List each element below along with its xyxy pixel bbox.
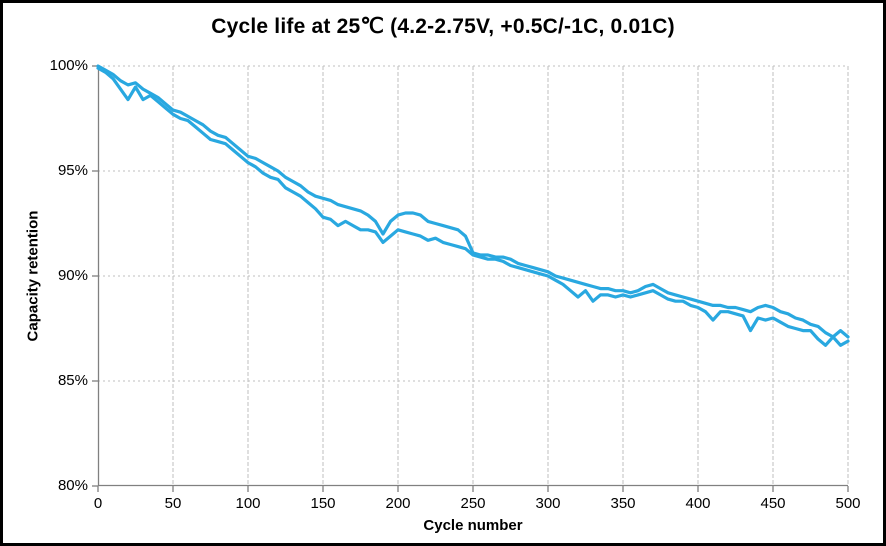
x-tick-label: 250 [460, 495, 486, 512]
x-tick-label: 500 [835, 495, 861, 512]
x-tick-label: 300 [535, 495, 561, 512]
y-tick-label: 100% [49, 57, 88, 74]
x-tick-label: 0 [93, 495, 103, 512]
chart-title: Cycle life at 25℃ (4.2-2.75V, +0.5C/-1C,… [211, 15, 675, 38]
y-tick-label: 85% [57, 372, 88, 389]
y-tick-label: 90% [57, 267, 88, 284]
plot-svg [92, 64, 850, 492]
x-tick-label: 100 [235, 495, 261, 512]
series-line-1 [96, 64, 850, 339]
x-tick-label: 50 [164, 495, 182, 512]
x-axis-title: Cycle number [423, 517, 523, 534]
y-tick-label: 80% [57, 477, 88, 494]
x-tick-label: 450 [760, 495, 786, 512]
x-tick-label: 400 [685, 495, 711, 512]
x-tick-label: 150 [310, 495, 336, 512]
plot-area [92, 64, 850, 492]
x-tick-label: 200 [385, 495, 411, 512]
series-line-2 [96, 66, 850, 347]
x-tick-label: 350 [610, 495, 636, 512]
y-tick-label: 95% [57, 162, 88, 179]
